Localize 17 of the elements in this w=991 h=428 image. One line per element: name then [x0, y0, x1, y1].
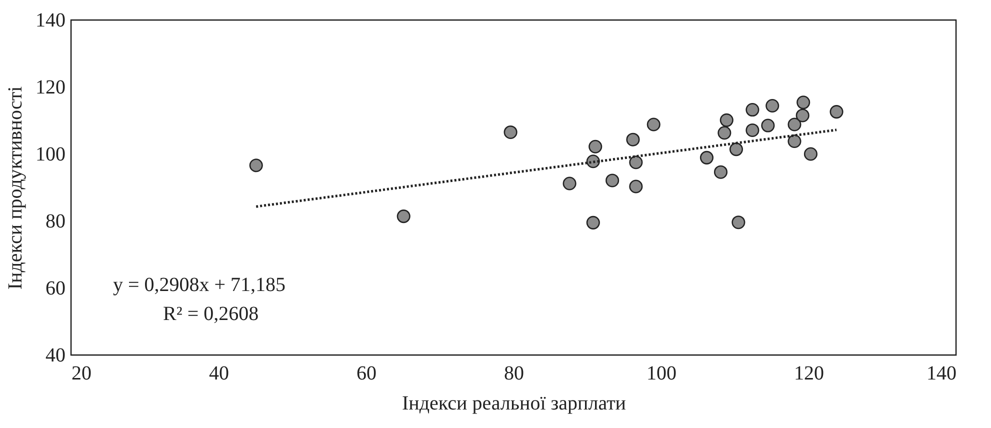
x-axis-title: Індекси реальної зарплати	[402, 392, 626, 414]
y-tick-label: 40	[46, 344, 66, 366]
y-tick-label: 100	[36, 144, 66, 166]
x-tick-label: 120	[794, 362, 824, 384]
y-tick-label: 80	[46, 210, 66, 232]
x-tick-label: 140	[926, 362, 956, 384]
annotation: R² = 0,2608	[163, 303, 259, 325]
x-tick-label: 40	[209, 362, 229, 384]
x-tick-label: 60	[356, 362, 376, 384]
annotation: y = 0,2908x + 71,185	[113, 274, 286, 296]
x-tick-label: 100	[646, 362, 676, 384]
y-tick-label: 60	[46, 278, 66, 300]
x-tick-label: 20	[72, 362, 92, 384]
x-tick-label: 80	[504, 362, 524, 384]
y-axis-title: Індекси продуктивності	[4, 86, 26, 290]
y-tick-label: 120	[36, 76, 66, 98]
y-tick-label: 140	[36, 10, 66, 32]
